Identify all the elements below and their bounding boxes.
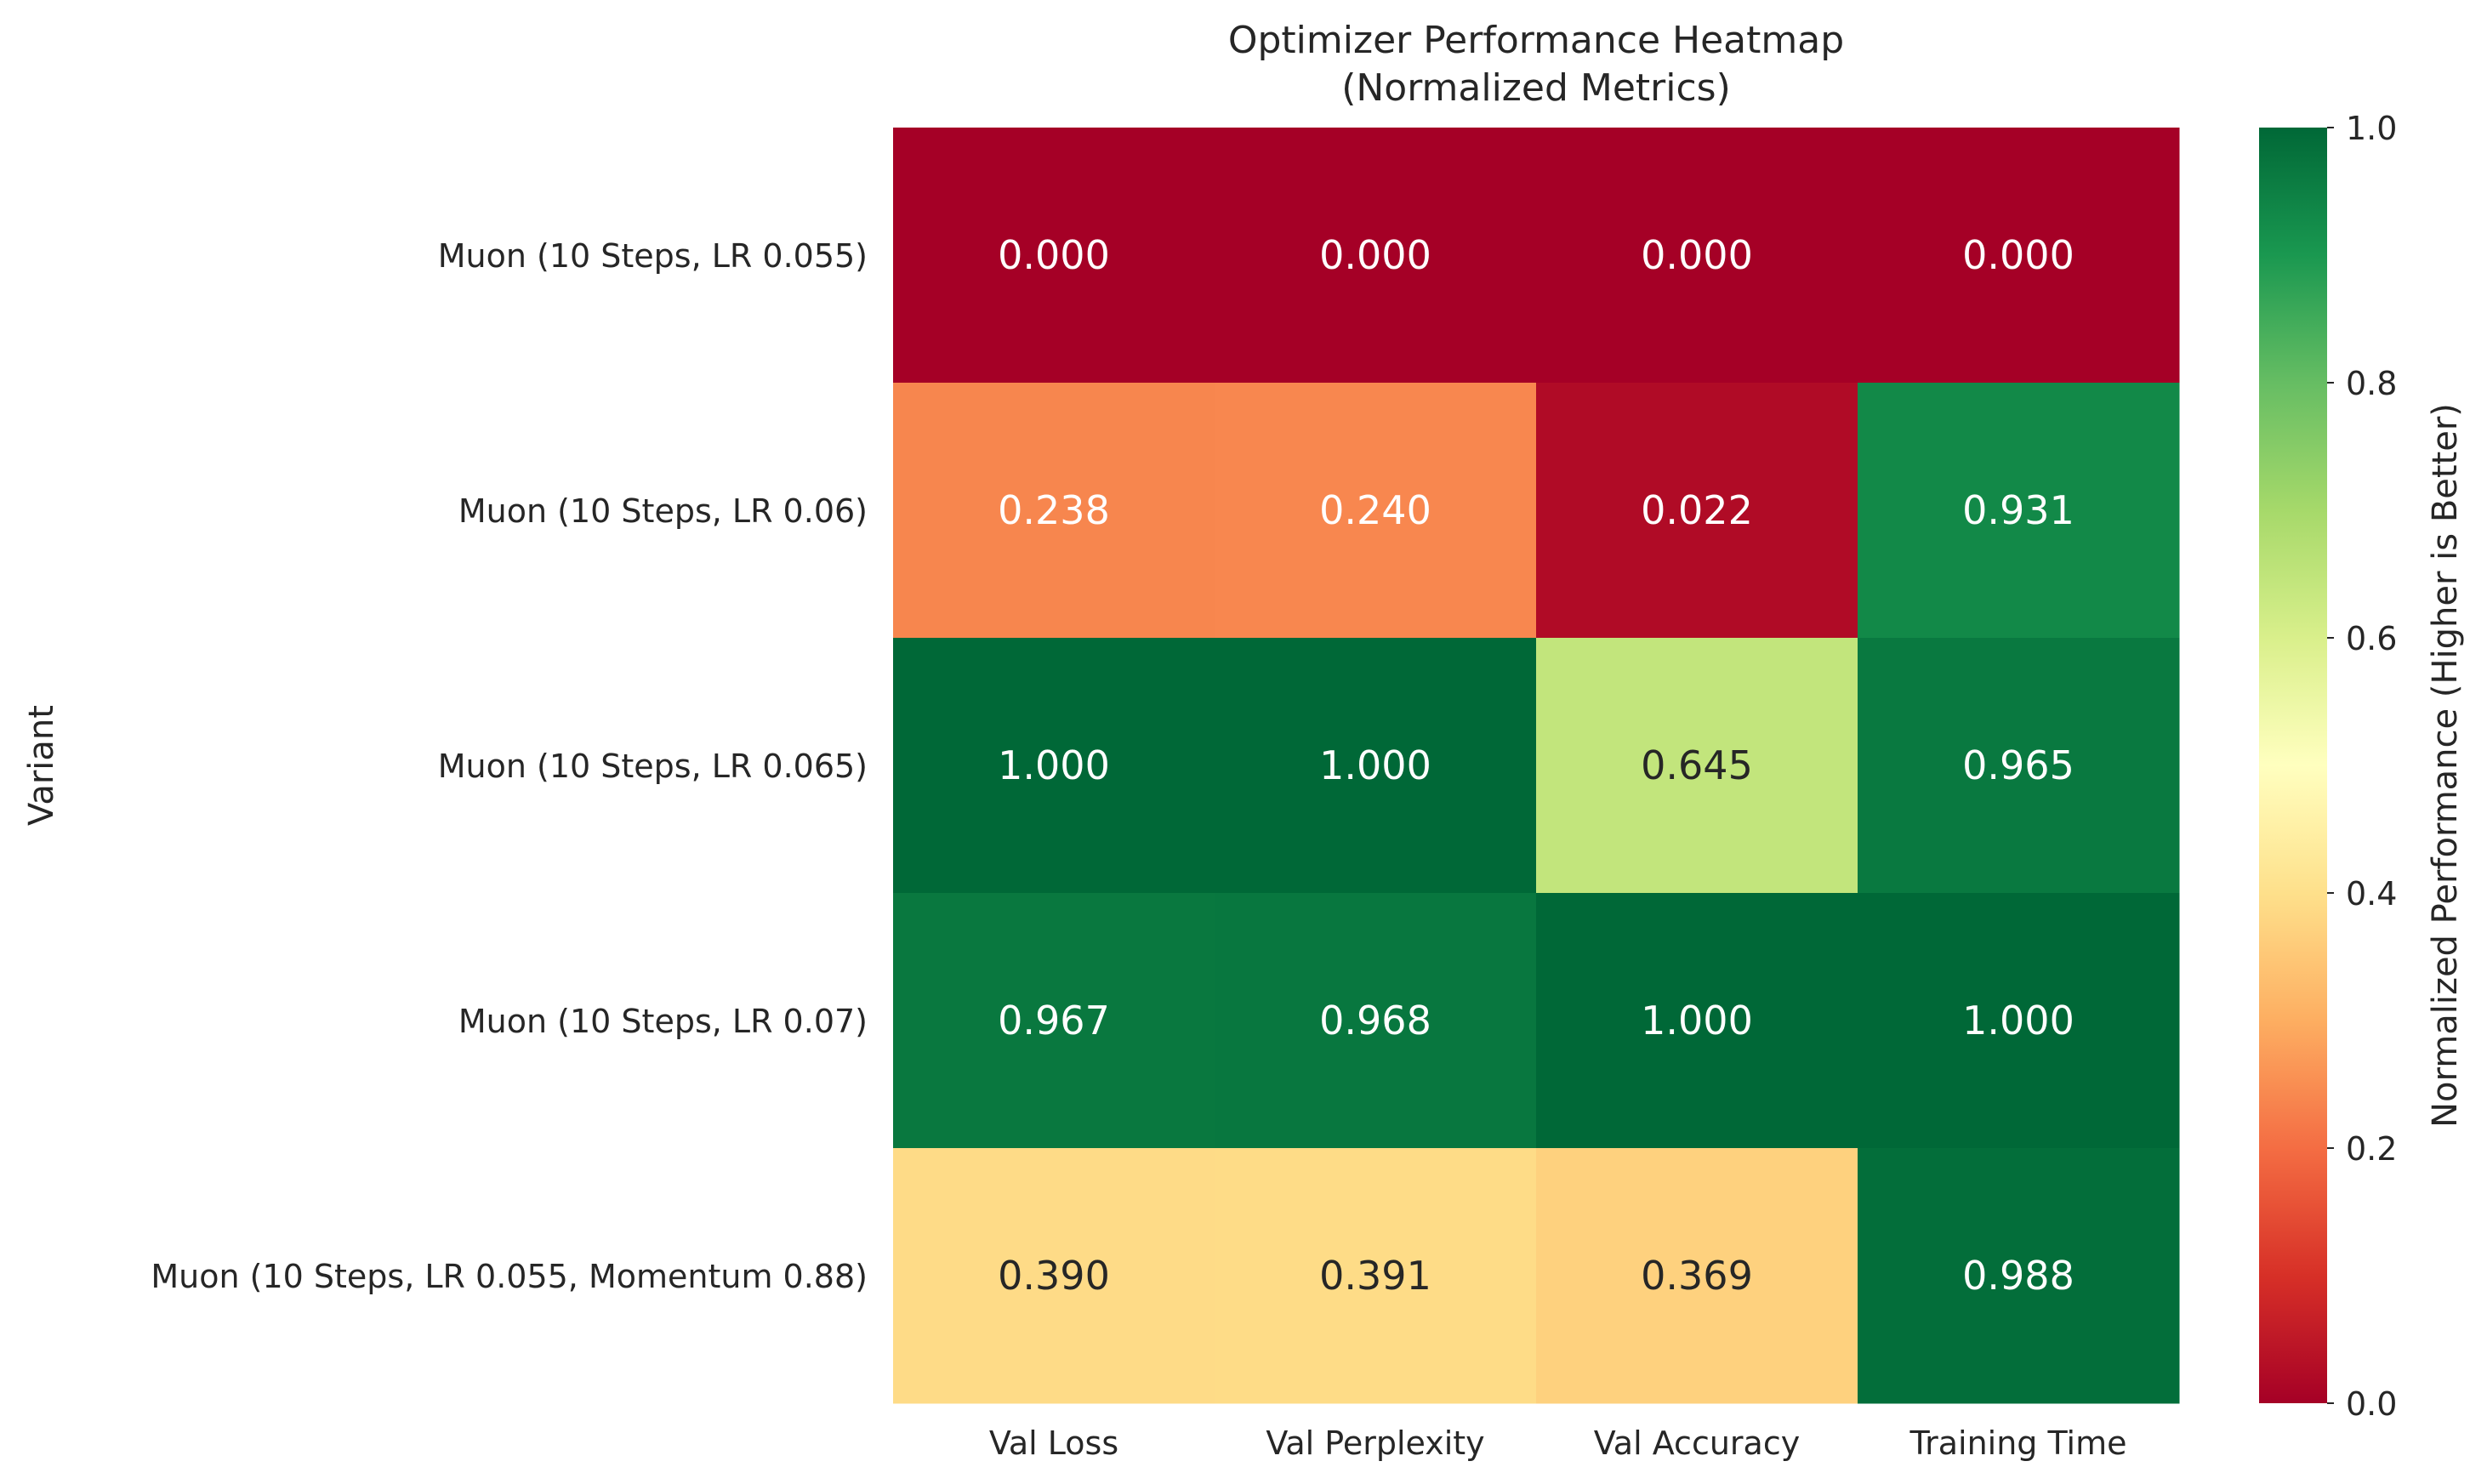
y-tick-label: Muon (10 Steps, LR 0.07)	[458, 1003, 868, 1040]
x-tick-label: Training Time	[1909, 1424, 2126, 1462]
cell-value-label: 0.000	[1962, 232, 2074, 278]
heatmap-cell	[1536, 1148, 1858, 1404]
cell-value-label: 1.000	[1319, 742, 1431, 788]
colorbar	[2259, 128, 2327, 1403]
cell-value-label: 0.931	[1962, 487, 2074, 533]
colorbar-tick-label: 0.4	[2346, 875, 2397, 913]
heatmap-cell	[1536, 893, 1858, 1149]
colorbar-label: Normalized Performance (Higher is Better…	[2426, 403, 2465, 1128]
y-tick-label: Muon (10 Steps, LR 0.06)	[458, 492, 868, 530]
y-tick-label: Muon (10 Steps, LR 0.055, Momentum 0.88)	[151, 1258, 868, 1295]
heatmap-cell	[1536, 638, 1858, 894]
cell-value-label: 0.238	[998, 487, 1110, 533]
cell-value-label: 0.968	[1319, 998, 1431, 1043]
colorbar-tick-label: 0.2	[2346, 1130, 2397, 1168]
heatmap-cell	[1215, 893, 1537, 1149]
cell-value-label: 0.390	[998, 1253, 1110, 1299]
cell-value-label: 0.988	[1962, 1253, 2074, 1299]
cell-value-label: 0.391	[1319, 1253, 1431, 1299]
heatmap-cell	[893, 638, 1215, 894]
heatmap-value-labels: 0.000 0.000 0.000 0.000 0.238 0.240 0.022 0.931…	[998, 232, 2074, 1299]
colorbar-tick-label: 0.6	[2346, 620, 2397, 657]
y-axis-label: Variant	[22, 705, 61, 826]
heatmap-cell	[1858, 893, 2180, 1149]
heatmap-cells	[893, 128, 2180, 1404]
heatmap-cell	[1858, 638, 2180, 894]
heatmap-cell	[1215, 638, 1537, 894]
heatmap-cell	[1858, 383, 2180, 639]
heatmap-cell	[893, 893, 1215, 1149]
cell-value-label: 0.240	[1319, 487, 1431, 533]
cell-value-label: 0.965	[1962, 742, 2074, 788]
cell-value-label: 0.000	[1641, 232, 1753, 278]
x-tick-label: Val Accuracy	[1594, 1424, 1800, 1462]
heatmap-cell	[893, 128, 1215, 384]
heatmap-cell	[1858, 128, 2180, 384]
cell-value-label: 1.000	[1641, 998, 1753, 1043]
cell-value-label: 1.000	[998, 742, 1110, 788]
heatmap-cell	[893, 383, 1215, 639]
cell-value-label: 0.369	[1641, 1253, 1753, 1299]
heatmap-cell	[893, 1148, 1215, 1404]
cell-value-label: 0.022	[1641, 487, 1753, 533]
chart-subtitle: (Normalized Metrics)	[1341, 66, 1731, 110]
x-tick-label: Val Loss	[989, 1424, 1118, 1462]
y-tick-label: Muon (10 Steps, LR 0.055)	[438, 237, 868, 275]
colorbar-tick-label: 0.0	[2346, 1385, 2397, 1423]
cell-value-label: 1.000	[1962, 998, 2074, 1043]
heatmap-cell	[1536, 383, 1858, 639]
y-tick-labels: Muon (10 Steps, LR 0.055) Muon (10 Steps,…	[151, 237, 868, 1295]
y-tick-label: Muon (10 Steps, LR 0.065)	[438, 748, 868, 785]
heatmap-cell	[1215, 383, 1537, 639]
x-tick-label: Val Perplexity	[1266, 1424, 1484, 1462]
cell-value-label: 0.967	[998, 998, 1110, 1043]
chart-title: Optimizer Performance Heatmap	[1228, 19, 1844, 62]
heatmap-cell	[1536, 128, 1858, 384]
cell-value-label: 0.000	[1319, 232, 1431, 278]
heatmap-cell	[1215, 128, 1537, 384]
colorbar-tick-label: 1.0	[2346, 110, 2397, 147]
heatmap-cell	[1215, 1148, 1537, 1404]
colorbar-ticks: 0.0 0.2 0.4 0.6 0.8 1.0	[2327, 110, 2397, 1423]
heatmap-cell	[1858, 1148, 2180, 1404]
cell-value-label: 0.000	[998, 232, 1110, 278]
cell-value-label: 0.645	[1641, 742, 1753, 788]
colorbar-tick-label: 0.8	[2346, 365, 2397, 402]
x-tick-labels: Val Loss Val Perplexity Val Accuracy Traini…	[989, 1424, 2127, 1462]
